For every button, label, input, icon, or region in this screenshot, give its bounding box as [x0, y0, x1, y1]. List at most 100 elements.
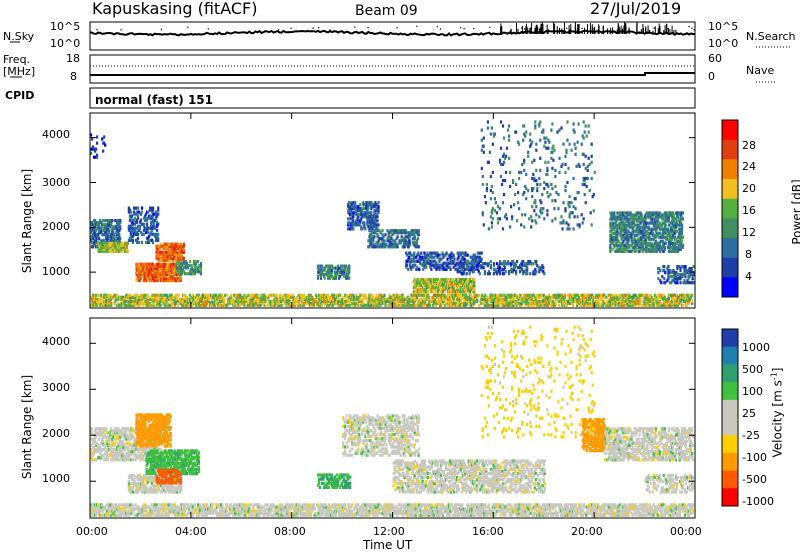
heatmap-cell: [418, 299, 421, 303]
heatmap-cell: [253, 303, 256, 307]
nsearch-dot: [538, 28, 540, 31]
heatmap-cell: [453, 284, 456, 288]
heatmap-cell: [135, 230, 139, 234]
heatmap-cell: [420, 293, 423, 297]
heatmap-cell: [427, 282, 430, 286]
heatmap-cell: [424, 261, 427, 265]
heatmap-cell: [416, 282, 419, 286]
heatmap-cell: [355, 223, 358, 227]
heatmap-cell: [681, 297, 685, 301]
heatmap-cell: [591, 293, 594, 297]
heatmap-cell: [125, 243, 128, 247]
heatmap-cell: [659, 301, 662, 305]
heatmap-cell: [439, 282, 443, 286]
heatmap-cell: [115, 239, 118, 243]
heatmap-cell: [473, 262, 476, 266]
heatmap-cell: [517, 297, 520, 301]
heatmap-cell: [465, 303, 468, 307]
heatmap-cell: [267, 301, 270, 305]
heatmap-cell: [386, 229, 389, 233]
heatmap-cell: [396, 245, 399, 249]
heatmap-cell: [352, 215, 355, 219]
nsearch-dot: [436, 26, 438, 28]
heatmap-cell: [446, 293, 450, 297]
heatmap-cell: [450, 295, 453, 299]
heatmap-cell: [416, 265, 419, 269]
heatmap-cell: [633, 299, 636, 303]
heatmap-cell: [135, 226, 139, 230]
heatmap-cell: [500, 262, 504, 266]
power-ytick: 3000: [42, 176, 70, 189]
heatmap-cell: [105, 247, 108, 251]
heatmap-cell: [116, 227, 119, 231]
heatmap-cell: [287, 297, 290, 301]
heatmap-cell: [144, 268, 147, 272]
heatmap-cell: [690, 295, 693, 299]
heatmap-cell: [154, 234, 157, 238]
heatmap-cell: [388, 239, 391, 243]
heatmap-cell: [606, 301, 609, 305]
heatmap-cell: [394, 231, 397, 235]
heatmap-cell: [353, 207, 356, 211]
heatmap-cell: [335, 274, 338, 278]
heatmap-cell: [380, 293, 383, 297]
heatmap-cell: [538, 299, 541, 303]
heatmap-cell: [113, 293, 116, 297]
heatmap-cell: [459, 270, 462, 274]
heatmap-cell: [164, 252, 167, 256]
heatmap-cell: [331, 301, 334, 305]
heatmap-cell: [359, 293, 362, 297]
heatmap-cell: [472, 260, 475, 264]
heatmap-cell: [428, 278, 431, 282]
heatmap-cell: [412, 286, 415, 290]
freq-tick-high: 18: [66, 52, 80, 65]
heatmap-cell: [379, 231, 382, 235]
heatmap-cell: [627, 229, 630, 233]
heatmap-cell: [412, 229, 415, 233]
heatmap-cell: [413, 280, 416, 284]
heatmap-cell: [139, 218, 143, 222]
heatmap-cell: [458, 262, 461, 266]
heatmap-cell: [542, 293, 545, 297]
heatmap-cell: [535, 293, 538, 297]
heatmap-cell: [316, 301, 320, 305]
heatmap-cell: [134, 301, 137, 305]
heatmap-cell: [157, 252, 160, 256]
heatmap-cell: [276, 299, 279, 303]
heatmap-cell: [237, 303, 240, 307]
heatmap-cell: [688, 297, 692, 301]
heatmap-cell: [467, 280, 470, 284]
heatmap-cell: [446, 263, 449, 267]
heatmap-cell: [442, 261, 445, 265]
heatmap-cell: [420, 251, 423, 255]
heatmap-cell: [357, 215, 360, 219]
heatmap-cell: [140, 240, 144, 244]
heatmap-cell: [255, 301, 258, 305]
heatmap-cell: [328, 299, 331, 303]
heatmap-cell: [118, 233, 121, 237]
heatmap-cell: [108, 295, 111, 299]
heatmap-cell: [517, 301, 520, 305]
heatmap-cell: [362, 213, 365, 217]
heatmap-cell: [675, 299, 678, 303]
heatmap-cell: [510, 295, 513, 299]
heatmap-cell: [434, 284, 437, 288]
heatmap-cell: [369, 235, 372, 239]
heatmap-cell: [327, 276, 330, 280]
heatmap-cell: [468, 268, 471, 272]
heatmap-cell: [679, 299, 683, 303]
heatmap-cell: [319, 268, 323, 272]
heatmap-cell: [266, 303, 269, 307]
heatmap-cell: [649, 293, 652, 297]
heatmap-cell: [136, 268, 139, 272]
heatmap-cell: [352, 299, 355, 303]
heatmap-cell: [463, 278, 466, 282]
heatmap-cell: [381, 241, 384, 245]
heatmap-cell: [340, 301, 343, 305]
nave-tick-high: 60: [708, 52, 722, 65]
heatmap-cell: [456, 270, 459, 274]
heatmap-cell: [129, 293, 132, 297]
heatmap-cell: [117, 231, 120, 235]
heatmap-cell: [670, 303, 673, 307]
heatmap-cell: [480, 295, 483, 299]
